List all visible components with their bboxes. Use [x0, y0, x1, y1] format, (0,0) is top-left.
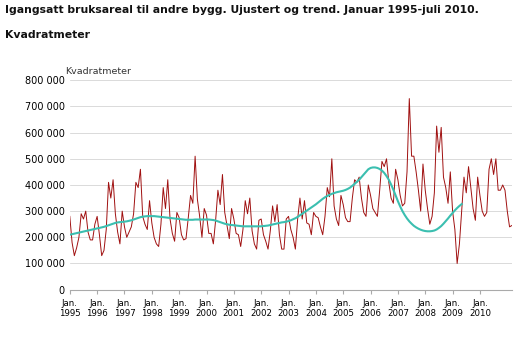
Text: Igangsatt bruksareal til andre bygg. Ujustert og trend. Januar 1995-juli 2010.: Igangsatt bruksareal til andre bygg. Uju…	[5, 5, 479, 15]
Text: Kvadratmeter: Kvadratmeter	[65, 67, 131, 76]
Text: Kvadratmeter: Kvadratmeter	[5, 30, 90, 40]
